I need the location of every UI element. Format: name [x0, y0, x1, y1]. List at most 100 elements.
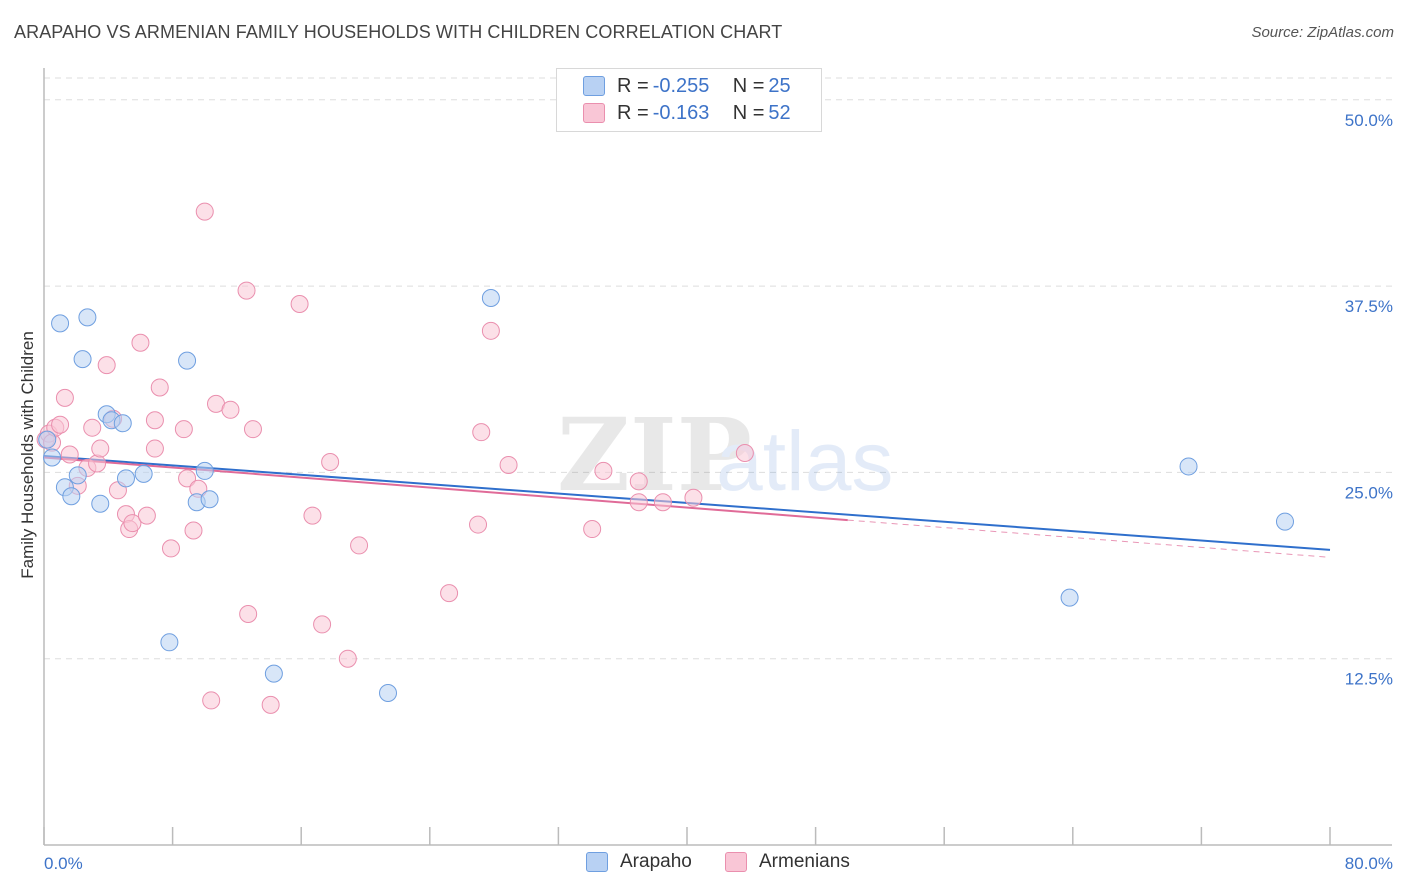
armenian-point [202, 691, 221, 710]
armenian-point [243, 420, 262, 439]
r-value: -0.255 [652, 74, 710, 97]
armenian-point [239, 604, 258, 623]
arapaho-point [1060, 588, 1079, 607]
arapaho-point [62, 487, 81, 506]
arapaho-point [200, 490, 219, 509]
armenian-trend-extension [847, 519, 1331, 558]
legend-row-arapaho: R = -0.255 N = 25 [583, 73, 791, 99]
armenian-point [472, 423, 491, 442]
legend-item-armenians: Armenians [725, 851, 850, 873]
armenian-point [97, 356, 116, 375]
series-legend: Arapaho Armenians [0, 851, 1406, 877]
armenian-point [629, 493, 648, 512]
armenian-point [137, 506, 156, 525]
armenian-point [653, 493, 672, 512]
armenian-point [161, 539, 180, 558]
armenian-point [195, 202, 214, 221]
armenian-point [350, 536, 369, 555]
armenian-point [440, 584, 459, 603]
arapaho-point [264, 664, 283, 683]
armenian-point [499, 455, 518, 474]
arapaho-point [78, 308, 97, 327]
arapaho-point [481, 289, 500, 308]
x-tick-label: 80.0% [1345, 854, 1393, 873]
tick-labels: 12.5% 25.0% 37.5% 50.0% 0.0% 80.0% [44, 111, 1393, 873]
y-tick-label: 50.0% [1345, 111, 1393, 130]
armenian-trend-line [43, 456, 848, 522]
armenian-point [60, 445, 79, 464]
armenian-point [145, 411, 164, 430]
n-label: N = [732, 101, 765, 124]
arapaho-swatch [586, 852, 608, 872]
arapaho-point [1179, 457, 1198, 476]
arapaho-point [160, 633, 179, 652]
armenian-point [629, 472, 648, 491]
armenian-point [735, 444, 754, 463]
chart-title: ARAPAHO VS ARMENIAN FAMILY HOUSEHOLDS WI… [14, 22, 783, 42]
armenian-point [178, 469, 197, 488]
arapaho-point [38, 430, 57, 449]
legend-row-armenians: R = -0.163 N = 52 [583, 100, 791, 126]
x-tick-label: 0.0% [44, 854, 83, 873]
y-tick-label: 25.0% [1345, 483, 1393, 502]
armenian-point [684, 488, 703, 507]
armenian-point [469, 515, 488, 534]
armenian-point [131, 333, 150, 352]
arapaho-point [91, 494, 110, 513]
arapaho-point [134, 464, 153, 483]
armenian-point [91, 439, 110, 458]
n-value: 52 [768, 101, 791, 124]
armenian-point [221, 400, 240, 419]
r-label: R = [617, 74, 649, 97]
arapaho-point [1275, 512, 1294, 531]
r-value: -0.163 [652, 101, 710, 124]
watermark: ZIP atlas [557, 396, 893, 514]
armenian-point [261, 695, 280, 714]
arapaho-point [379, 683, 398, 702]
armenian-point [88, 454, 107, 473]
armenian-point [321, 452, 340, 471]
armenian-point [83, 418, 102, 437]
watermark-zip: ZIP [557, 396, 752, 514]
armenian-point [123, 514, 142, 533]
source-credit: Source: ZipAtlas.com [1251, 24, 1394, 41]
n-value: 25 [768, 74, 791, 97]
armenian-point [583, 520, 602, 539]
y-axis-label: Family Households with Children [18, 331, 37, 579]
armenian-point [184, 521, 203, 540]
arapaho-point [73, 350, 92, 369]
arapaho-point [68, 466, 87, 485]
y-tick-label: 37.5% [1345, 297, 1393, 316]
armenian-point [594, 461, 613, 480]
legend-item-arapaho: Arapaho [586, 851, 692, 873]
armenian-point [290, 294, 309, 313]
legend-label-arapaho: Arapaho [620, 851, 692, 872]
data-points [36, 202, 1294, 714]
armenian-point [150, 378, 169, 397]
arapaho-point [43, 448, 62, 467]
legend-label-armenians: Armenians [759, 851, 850, 872]
arapaho-point [116, 469, 135, 488]
arapaho-point [113, 414, 132, 433]
armenian-point [237, 281, 256, 300]
n-label: N = [732, 74, 765, 97]
armenian-point [481, 321, 500, 340]
y-tick-label: 12.5% [1345, 670, 1393, 689]
arapaho-point [195, 461, 214, 480]
arapaho-swatch [583, 76, 605, 96]
armenian-point [174, 420, 193, 439]
armenians-swatch [583, 103, 605, 123]
armenians-swatch [725, 852, 747, 872]
grid-lines [44, 77, 1392, 660]
armenian-point [55, 388, 74, 407]
armenian-point [313, 615, 332, 634]
arapaho-point [178, 351, 197, 370]
r-label: R = [617, 101, 649, 124]
stats-legend: R = -0.255 N = 25 R = -0.163 N = 52 [556, 68, 822, 132]
arapaho-point [51, 314, 70, 333]
armenian-point [303, 506, 322, 525]
armenian-point [338, 649, 357, 668]
armenian-point [145, 439, 164, 458]
armenian-point [51, 415, 70, 434]
